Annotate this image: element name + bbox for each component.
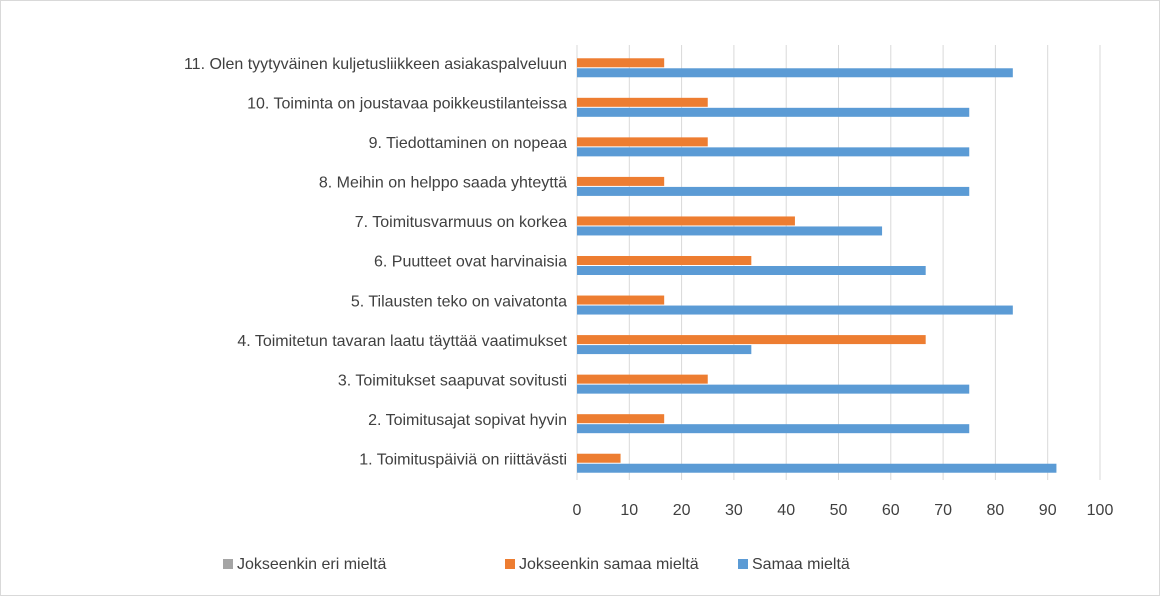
x-tick-label: 30 [725,502,743,519]
bar [577,305,1013,315]
bar [577,176,665,186]
bar [577,58,665,68]
bar [577,68,1013,78]
bar [577,414,665,424]
legend-label: Jokseenkin eri mieltä [237,556,387,573]
bar [577,345,752,355]
bar [577,97,708,107]
x-tick-label: 50 [830,502,848,519]
bar [577,384,970,394]
bar [577,147,970,157]
bar [577,335,926,345]
category-label: 9. Tiedottaminen on nopeaa [369,135,567,152]
category-label: 8. Meihin on helppo saada yhteyttä [319,175,567,192]
bar [577,137,708,147]
x-tick-label: 80 [987,502,1005,519]
x-tick-label: 90 [1039,502,1057,519]
bar [577,463,1057,473]
category-label: 10. Toiminta on joustavaa poikkeustilant… [247,96,567,113]
x-tick-label: 40 [777,502,795,519]
bar [577,256,752,265]
legend-swatch [223,559,233,569]
category-label: 11. Olen tyytyväinen kuljetusliikkeen as… [184,56,567,73]
category-label: 1. Toimituspäiviä on riittävästi [359,451,567,468]
x-tick-label: 0 [573,502,582,519]
x-tick-label: 100 [1087,502,1114,519]
bar [577,186,970,196]
category-label: 3. Toimitukset saapuvat sovitusti [338,372,567,389]
legend-label: Jokseenkin samaa mieltä [519,556,699,573]
x-tick-label: 70 [934,502,952,519]
legend-swatch [738,559,748,569]
category-label: 2. Toimitusajat sopivat hyvin [368,412,567,429]
category-label: 4. Toimitetun tavaran laatu täyttää vaat… [237,333,567,350]
category-label: 5. Tilausten teko on vaivatonta [351,293,567,310]
x-tick-label: 20 [673,502,691,519]
legend-label: Samaa mieltä [752,556,850,573]
legend-swatch [505,559,515,569]
bar [577,216,795,226]
bar [577,424,970,434]
category-label: 7. Toimitusvarmuus on korkea [355,214,567,231]
bar [577,107,970,117]
category-label: 6. Puutteet ovat harvinaisia [374,254,567,271]
x-tick-label: 60 [882,502,900,519]
bar [577,374,708,384]
bar [577,453,621,463]
bar [577,295,665,305]
bar [577,266,926,275]
bar [577,226,883,236]
x-tick-label: 10 [620,502,638,519]
